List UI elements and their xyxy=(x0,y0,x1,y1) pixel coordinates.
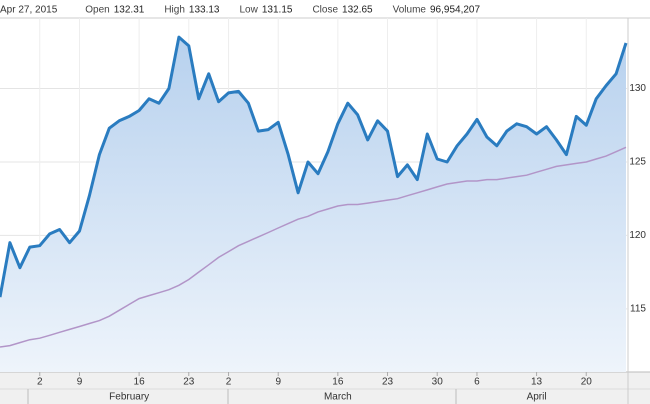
y-tick-label: 125 xyxy=(629,157,646,168)
x-tick-label: 2 xyxy=(37,377,43,388)
field-label: Open xyxy=(85,5,109,16)
price-area xyxy=(0,37,626,372)
price-line xyxy=(0,35,628,298)
x-axis-band xyxy=(0,372,650,404)
x-tick-label: 13 xyxy=(531,377,543,388)
field-label: High xyxy=(164,5,185,16)
month-label: April xyxy=(527,392,547,403)
x-tick-label: 9 xyxy=(275,377,281,388)
field-value: 133.13 xyxy=(189,5,220,16)
month-label: March xyxy=(324,392,352,403)
field-label: Close xyxy=(312,5,338,16)
plot xyxy=(0,35,628,372)
x-tick-label: 9 xyxy=(77,377,83,388)
header: Apr 27, 2015 Open 132.31 High 133.13 Low 131.1… xyxy=(0,5,480,16)
x-tick-label: 2 xyxy=(226,377,232,388)
header-bar xyxy=(0,0,650,18)
x-tick-label: 23 xyxy=(382,377,394,388)
axes: 115 120 125 130 2 9 16 23 2 9 16 23 30 6 13 20 February M… xyxy=(37,83,646,402)
month-label: February xyxy=(109,392,149,403)
field-value: 131.15 xyxy=(262,5,293,16)
x-tick-label: 16 xyxy=(332,377,344,388)
moving-average-line xyxy=(0,146,627,348)
field-label: Low xyxy=(240,5,259,16)
x-tick-label: 30 xyxy=(432,377,444,388)
x-tick-label: 23 xyxy=(183,377,195,388)
y-tick-label: 115 xyxy=(630,303,646,314)
field-value: 132.65 xyxy=(342,5,373,16)
y-tick-label: 130 xyxy=(629,83,646,94)
header-date: Apr 27, 2015 xyxy=(0,5,58,16)
x-tick-label: 20 xyxy=(581,377,593,388)
x-tick-label: 6 xyxy=(474,377,480,388)
field-value: 96,954,207 xyxy=(430,5,480,16)
field-value: 132.31 xyxy=(114,5,145,16)
field-label: Volume xyxy=(393,5,427,16)
y-tick-label: 120 xyxy=(629,230,646,241)
x-tick-label: 16 xyxy=(134,377,146,388)
